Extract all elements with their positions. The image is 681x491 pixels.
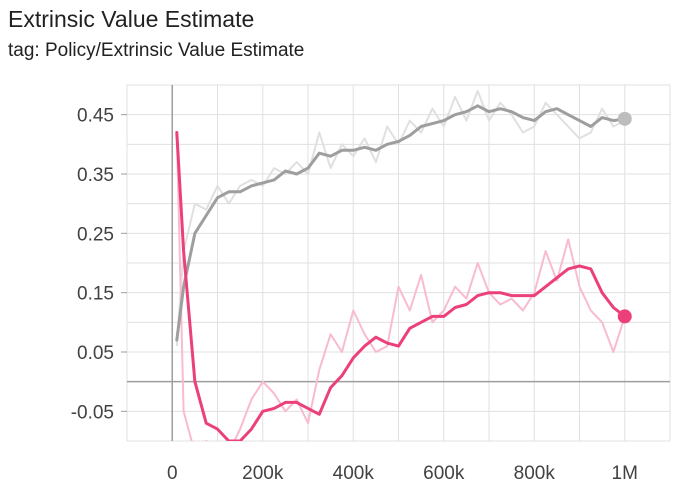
x-axis-tick-labels: 0 200k 400k 600k 800k 1M <box>167 463 638 484</box>
zero-axis-lines <box>127 85 670 441</box>
y-tick-label: 0.35 <box>77 165 114 186</box>
x-tick-label: 400k <box>333 463 375 484</box>
y-tick-label: 0.25 <box>77 224 114 245</box>
y-axis-tick-labels: 0.45 0.35 0.25 0.15 0.05 -0.05 <box>71 106 127 423</box>
series-1-raw-line <box>175 132 626 441</box>
series-layer <box>175 89 627 441</box>
series-0-end-marker <box>617 111 632 126</box>
end-markers <box>617 111 632 324</box>
x-tick-label: 800k <box>514 463 556 484</box>
y-tick-label: -0.05 <box>71 402 114 423</box>
y-tick-label: 0.15 <box>77 284 114 305</box>
x-tick-label: 0 <box>167 463 178 484</box>
chart-subtitle: tag: Policy/Extrinsic Value Estimate <box>8 40 305 61</box>
y-tick-label: 0.45 <box>77 106 114 127</box>
y-tick-label: 0.05 <box>77 343 114 364</box>
x-tick-label: 200k <box>242 463 284 484</box>
series-0-smoothed-line <box>175 104 627 342</box>
x-tick-label: 1M <box>612 463 638 484</box>
chart-title: Extrinsic Value Estimate <box>8 6 255 32</box>
grid-lines <box>126 84 671 442</box>
series-1-smoothed-line <box>175 131 627 441</box>
x-tick-label: 600k <box>423 463 465 484</box>
series-0-raw-line <box>175 89 626 347</box>
series-1-end-marker <box>617 309 632 324</box>
